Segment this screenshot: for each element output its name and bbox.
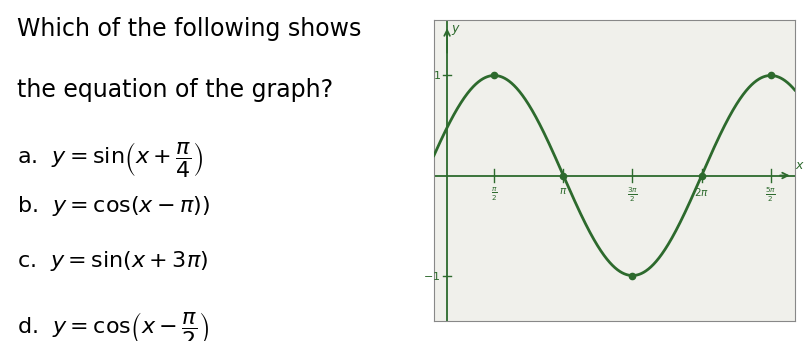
Text: $-1$: $-1$ — [423, 269, 440, 282]
Text: $\frac{\pi}{2}$: $\frac{\pi}{2}$ — [491, 186, 497, 203]
Text: the equation of the graph?: the equation of the graph? — [17, 78, 333, 102]
Text: Which of the following shows: Which of the following shows — [17, 17, 362, 41]
Text: c.  $y = \sin(x + 3\pi)$: c. $y = \sin(x + 3\pi)$ — [17, 249, 208, 273]
Text: $\frac{5\pi}{2}$: $\frac{5\pi}{2}$ — [766, 186, 776, 204]
Text: b.  $y = \cos(x - \pi))$: b. $y = \cos(x - \pi))$ — [17, 194, 211, 218]
Text: a.  $y = \sin\!\left(x + \dfrac{\pi}{4}\right)$: a. $y = \sin\!\left(x + \dfrac{\pi}{4}\r… — [17, 140, 204, 179]
Text: d.  $y = \cos\!\left(x - \dfrac{\pi}{2}\right)$: d. $y = \cos\!\left(x - \dfrac{\pi}{2}\r… — [17, 310, 210, 341]
Text: $1$: $1$ — [432, 70, 440, 81]
Text: $\frac{3\pi}{2}$: $\frac{3\pi}{2}$ — [627, 186, 638, 204]
Text: $\pi$: $\pi$ — [559, 186, 568, 195]
Text: $2\pi$: $2\pi$ — [694, 186, 709, 197]
Text: y: y — [452, 23, 459, 35]
Text: x: x — [796, 159, 803, 172]
